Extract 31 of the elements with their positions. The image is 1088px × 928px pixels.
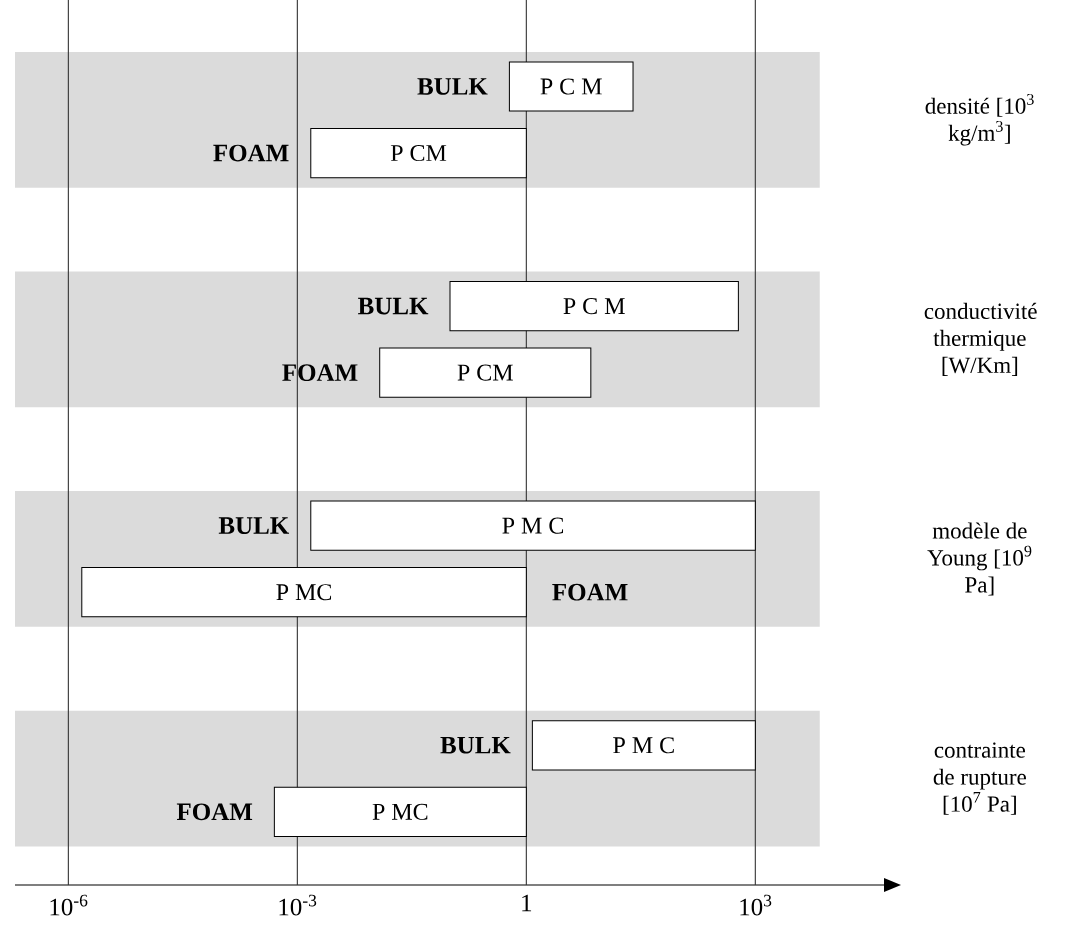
series-label: BULK <box>417 78 488 95</box>
text: BULK <box>218 517 290 534</box>
x-tick-label: 10$^{-3}$ <box>279 894 317 916</box>
text: densité [10$^{3}$ kg/m$^{3}$] <box>925 93 1034 146</box>
data-label: P CM <box>457 364 513 381</box>
bar <box>310 500 756 551</box>
bar <box>531 720 756 771</box>
data-label: P CM <box>390 144 447 162</box>
bar <box>508 61 634 112</box>
data-label: P M C <box>613 737 674 754</box>
text: FOAM <box>552 583 628 601</box>
data-label: P MC <box>372 803 428 820</box>
text: contrainte de rupture [10$^{7}$ Pa] <box>933 742 1026 815</box>
text: FOAM <box>176 803 253 821</box>
bar <box>379 347 592 398</box>
series-label: FOAM <box>213 144 289 162</box>
data-label: P MC <box>276 584 332 601</box>
data-label: P C M <box>540 78 602 95</box>
bar <box>310 127 527 179</box>
bar <box>449 280 739 332</box>
x-tick-label: 10$^{3}$ <box>740 894 772 916</box>
data-label: P M C <box>502 517 564 534</box>
x-tick-label: 10$^{-6}$ <box>50 894 88 916</box>
bar <box>273 786 527 837</box>
data-label: P C M <box>563 298 625 315</box>
x-tick-label: 1 <box>522 894 532 912</box>
text: conductivité thermique [W/Km] <box>924 302 1037 376</box>
text: BULK <box>440 736 511 754</box>
text: modèle de Young [10$^{9}$ Pa] <box>927 522 1032 596</box>
text: BULK <box>358 297 429 315</box>
bar <box>81 567 527 618</box>
